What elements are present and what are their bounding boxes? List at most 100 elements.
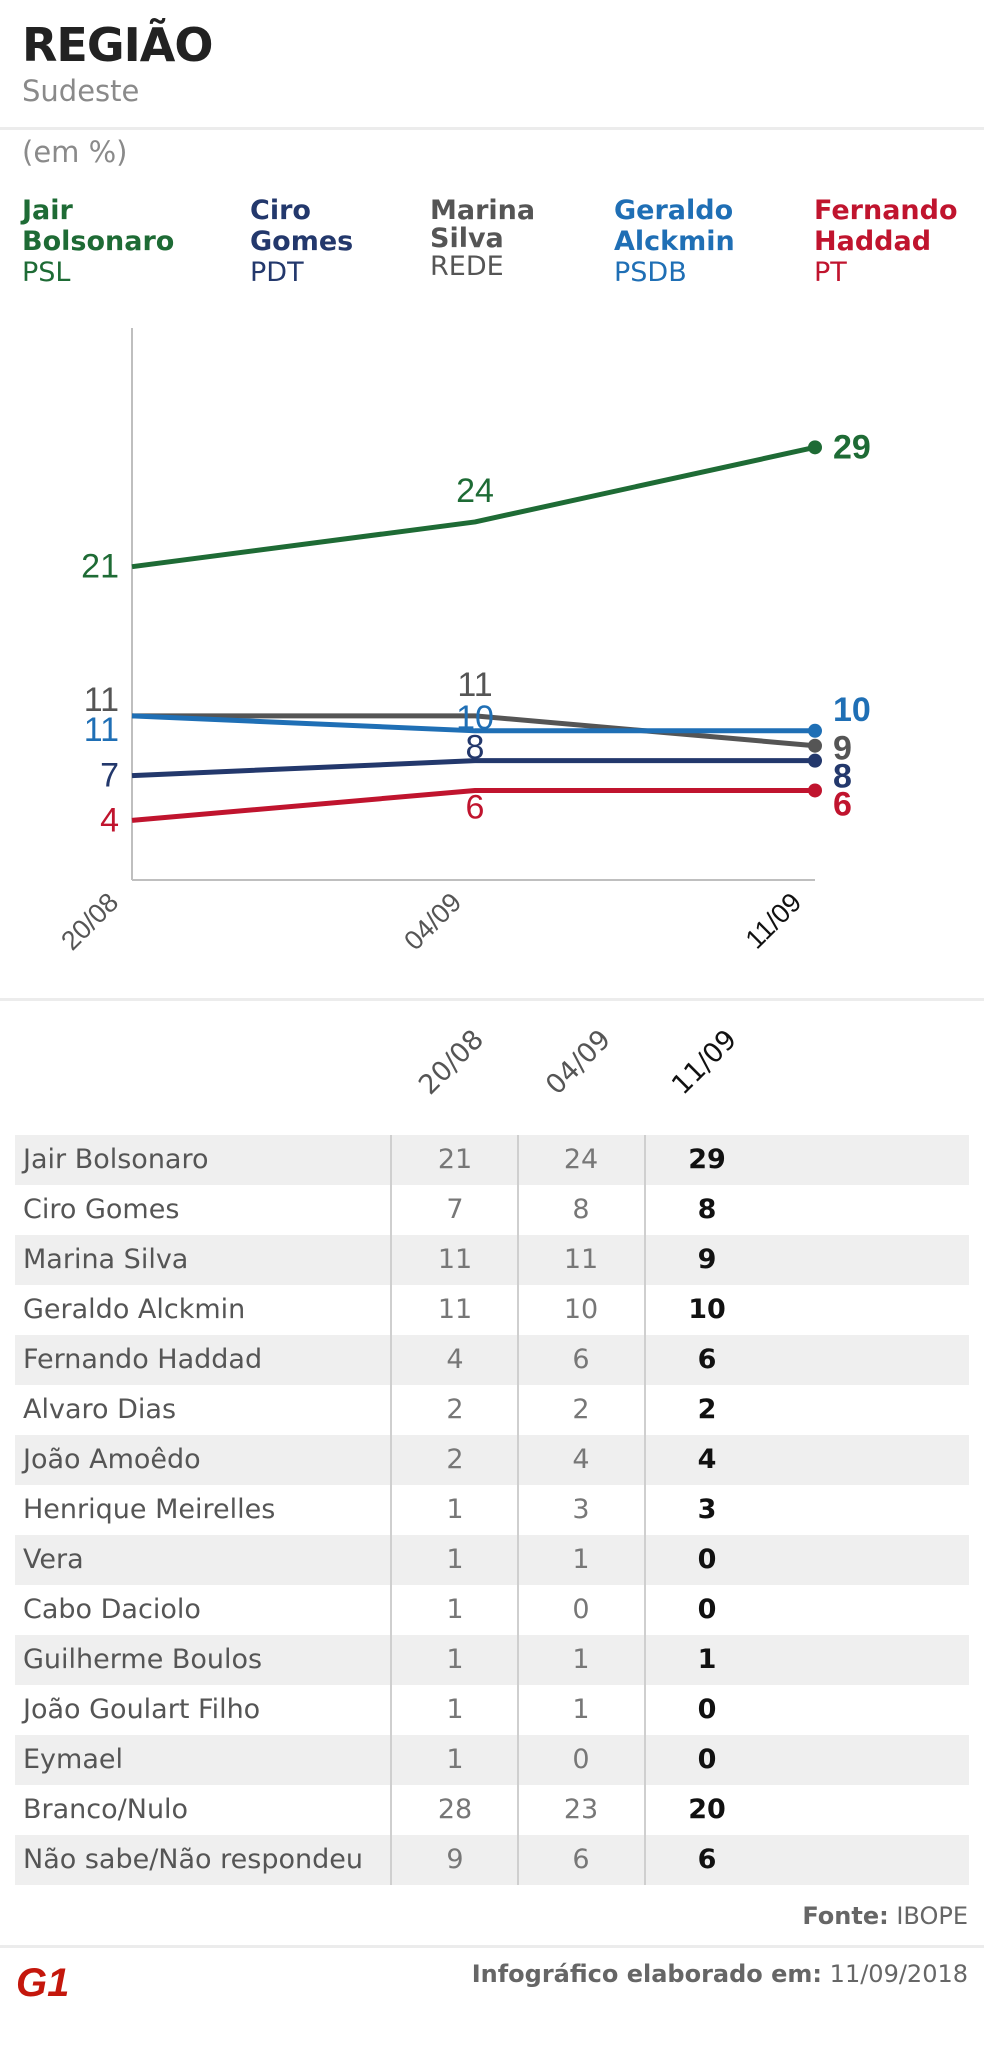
footer-divider xyxy=(0,1945,984,1948)
table-value: 1 xyxy=(572,1694,590,1725)
table-value: 9 xyxy=(697,1244,717,1275)
table-value: 6 xyxy=(697,1844,717,1875)
series-line xyxy=(132,713,816,749)
table-value: 6 xyxy=(572,1344,590,1375)
created-note: Infográfico elaborado em: 11/09/2018 xyxy=(472,1960,968,1988)
g1-logo: G1 xyxy=(16,1961,69,2004)
table-divider xyxy=(517,1135,519,1885)
table-divider xyxy=(390,1135,392,1885)
table-value: 0 xyxy=(572,1594,590,1625)
candidate-name: Ciro Gomes xyxy=(23,1194,180,1225)
table-value: 1 xyxy=(697,1644,717,1675)
table-value: 21 xyxy=(437,1144,473,1175)
legend-item-bolsonaro: Jair Bolsonaro PSL xyxy=(22,195,202,288)
table-row: Fernando Haddad 4 6 6 xyxy=(15,1335,969,1385)
source-value: IBOPE xyxy=(896,1902,968,1930)
data-label: 6 xyxy=(833,785,852,823)
table-value: 1 xyxy=(446,1694,464,1725)
table-value: 0 xyxy=(572,1744,590,1775)
candidate-name: João Goulart Filho xyxy=(23,1694,261,1725)
page-subtitle: Sudeste xyxy=(22,74,140,108)
table-value: 1 xyxy=(572,1544,590,1575)
candidate-name: Cabo Daciolo xyxy=(23,1594,201,1625)
data-label: 29 xyxy=(833,428,871,466)
table-value: 6 xyxy=(697,1344,717,1375)
table-value: 1 xyxy=(446,1544,464,1575)
data-label: 8 xyxy=(833,758,852,796)
table-value: 2 xyxy=(572,1394,590,1425)
source-label: Fonte: xyxy=(802,1902,889,1930)
table-value: 1 xyxy=(446,1744,464,1775)
table-row: João Amoêdo 2 4 4 xyxy=(15,1435,969,1485)
header-divider xyxy=(0,127,984,130)
table-divider xyxy=(644,1135,646,1885)
candidate-name: Marina Silva xyxy=(23,1244,189,1275)
legend-party: PSDB xyxy=(614,257,687,288)
table-value: 1 xyxy=(446,1494,464,1525)
candidate-name: Vera xyxy=(23,1544,84,1575)
table-col-header: 11/09 xyxy=(666,1024,744,1101)
candidate-name: Branco/Nulo xyxy=(23,1794,189,1825)
table-row: Jair Bolsonaro 21 24 29 xyxy=(15,1135,969,1185)
created-date: 11/09/2018 xyxy=(829,1960,968,1988)
legend-party: PDT xyxy=(250,257,304,288)
data-label: 9 xyxy=(833,730,852,768)
candidate-name: João Amoêdo xyxy=(23,1444,201,1475)
table-value: 2 xyxy=(446,1394,464,1425)
legend-item-alckmin: Geraldo Alckmin PSDB xyxy=(614,195,764,288)
series-line xyxy=(131,758,815,779)
table-row: Guilherme Boulos 1 1 1 xyxy=(15,1635,969,1685)
data-label: 10 xyxy=(456,699,494,737)
table-value: 1 xyxy=(446,1594,464,1625)
candidate-name: Henrique Meirelles xyxy=(23,1494,276,1525)
table-col-header: 04/09 xyxy=(540,1024,618,1101)
legend-name: Marina Silva xyxy=(430,195,536,254)
legend-item-ciro: Ciro Gomes PDT xyxy=(250,195,370,288)
candidate-name: Fernando Haddad xyxy=(23,1344,263,1375)
legend-party: PSL xyxy=(22,257,71,288)
data-label: 11 xyxy=(84,711,119,749)
legend-party: REDE xyxy=(430,251,504,282)
legend-item-haddad: Fernando Haddad PT xyxy=(814,195,979,288)
legend-name: Ciro Gomes xyxy=(250,195,354,257)
table-value: 4 xyxy=(697,1444,717,1475)
series-end-point xyxy=(808,723,822,738)
legend-name: Geraldo Alckmin xyxy=(614,195,735,257)
table-value: 8 xyxy=(572,1194,590,1225)
table-value: 11 xyxy=(437,1294,473,1325)
table-value: 0 xyxy=(697,1694,717,1725)
table-value: 0 xyxy=(697,1594,717,1625)
legend-item-marina: Marina Silva REDE xyxy=(430,197,550,281)
table-value: 4 xyxy=(572,1444,590,1475)
table-value: 10 xyxy=(563,1294,599,1325)
table-row: Geraldo Alckmin 11 10 10 xyxy=(15,1285,969,1335)
table-row: Branco/Nulo 28 23 20 xyxy=(15,1785,969,1835)
table-value: 20 xyxy=(688,1794,726,1825)
table-row: Ciro Gomes 7 8 8 xyxy=(15,1185,969,1235)
series-end-point xyxy=(808,440,822,455)
page-title: REGIÃO xyxy=(22,18,213,72)
table-row: Henrique Meirelles 1 3 3 xyxy=(15,1485,969,1535)
table-value: 1 xyxy=(572,1644,590,1675)
table-value: 3 xyxy=(572,1494,590,1525)
table-row: Alvaro Dias 2 2 2 xyxy=(15,1385,969,1435)
series-end-point xyxy=(808,738,822,753)
table-value: 11 xyxy=(563,1244,599,1275)
candidate-name: Jair Bolsonaro xyxy=(23,1144,209,1175)
data-label: 6 xyxy=(466,788,485,826)
series-line xyxy=(131,787,815,823)
table-row: Eymael 1 0 0 xyxy=(15,1735,969,1785)
table-value: 28 xyxy=(437,1794,473,1825)
series-line xyxy=(131,713,815,734)
table-value: 4 xyxy=(446,1344,464,1375)
legend-party: PT xyxy=(814,257,847,288)
data-label: 21 xyxy=(81,548,119,586)
table-value: 11 xyxy=(437,1244,473,1275)
data-label: 7 xyxy=(100,757,119,795)
table-value: 6 xyxy=(572,1844,590,1875)
data-label: 4 xyxy=(100,801,119,839)
table-value: 7 xyxy=(446,1194,464,1225)
table-value: 9 xyxy=(446,1844,464,1875)
candidate-name: Eymael xyxy=(23,1744,123,1775)
